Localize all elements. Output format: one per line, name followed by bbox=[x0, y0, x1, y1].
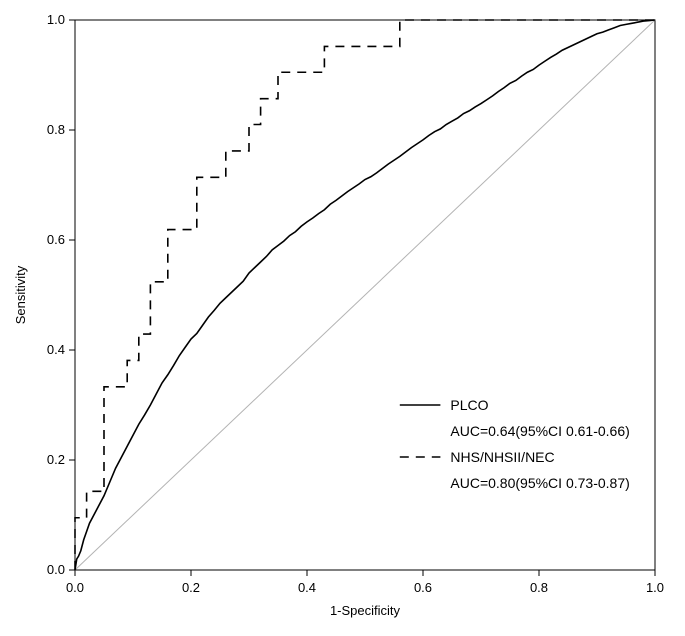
x-tick-label: 0.6 bbox=[414, 580, 432, 595]
y-tick-label: 0.0 bbox=[47, 562, 65, 577]
x-axis-label: 1-Specificity bbox=[330, 603, 401, 618]
x-tick-label: 1.0 bbox=[646, 580, 664, 595]
legend-sublabel: AUC=0.80(95%CI 0.73-0.87) bbox=[450, 475, 629, 491]
y-axis-label: Sensitivity bbox=[13, 265, 28, 324]
x-tick-label: 0.0 bbox=[66, 580, 84, 595]
legend-label: NHS/NHSII/NEC bbox=[450, 449, 554, 465]
y-tick-label: 0.8 bbox=[47, 122, 65, 137]
legend-sublabel: AUC=0.64(95%CI 0.61-0.66) bbox=[450, 423, 629, 439]
legend-label: PLCO bbox=[450, 397, 488, 413]
x-tick-label: 0.2 bbox=[182, 580, 200, 595]
y-tick-label: 0.6 bbox=[47, 232, 65, 247]
x-tick-label: 0.8 bbox=[530, 580, 548, 595]
y-tick-label: 0.2 bbox=[47, 452, 65, 467]
y-tick-label: 0.4 bbox=[47, 342, 65, 357]
x-tick-label: 0.4 bbox=[298, 580, 316, 595]
chart-bg bbox=[0, 0, 685, 636]
chart-container: 0.0 0.2 0.4 0.6 0.8 1.0 0.0 0.2 0.4 0.6 0.8 1.0 1-Sp… bbox=[0, 0, 685, 636]
y-tick-label: 1.0 bbox=[47, 12, 65, 27]
roc-chart: 0.0 0.2 0.4 0.6 0.8 1.0 0.0 0.2 0.4 0.6 0.8 1.0 1-Sp… bbox=[0, 0, 685, 636]
